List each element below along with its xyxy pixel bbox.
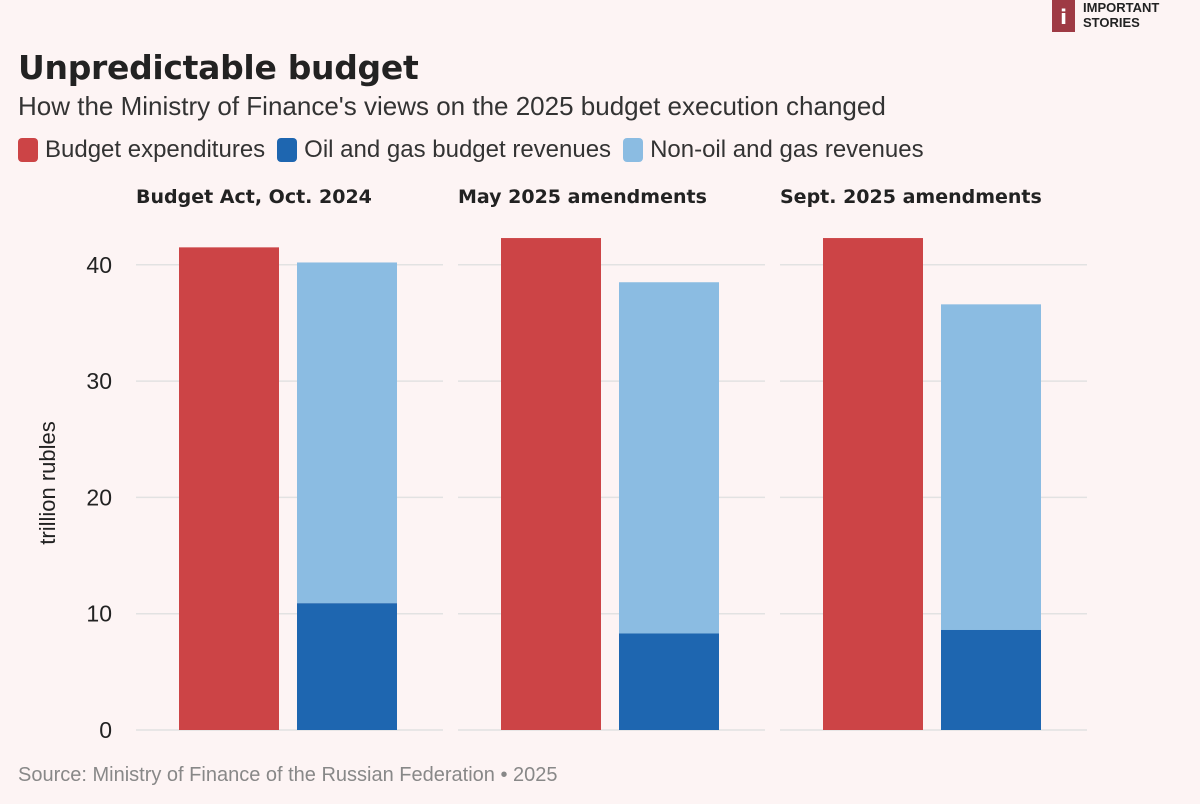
y-tick-label: 20 — [86, 484, 112, 510]
bar-non-oil-gas — [941, 304, 1041, 630]
legend-swatch-oil-gas — [277, 138, 298, 162]
panel-title: Sept. 2025 amendments — [780, 186, 1042, 208]
y-tick-label: 30 — [86, 368, 112, 394]
panel-title: Budget Act, Oct. 2024 — [136, 186, 372, 208]
panel: Budget Act, Oct. 2024 — [136, 186, 397, 731]
bar-non-oil-gas — [619, 282, 719, 634]
bar-oil-gas — [941, 629, 1041, 730]
legend-swatch-expenditures — [18, 138, 38, 162]
y-axis-ticks: 0 10 20 30 40 — [86, 252, 112, 743]
legend-item-oil-gas: Oil and gas budget revenues — [277, 136, 611, 164]
bar-expenditures — [823, 238, 923, 730]
legend-label: Oil and gas budget revenues — [304, 136, 612, 163]
legend-label: Budget expenditures — [45, 136, 266, 163]
bar-expenditures — [501, 238, 601, 730]
panel: May 2025 amendments — [458, 186, 719, 730]
panels: Budget Act, Oct. 2024 May 2025 amendments… — [136, 186, 1042, 731]
legend-item-expenditures: Budget expenditures — [18, 136, 265, 164]
legend-swatch-non-oil-gas — [623, 138, 644, 162]
y-axis-label: trillion rubles — [35, 421, 60, 545]
bar-oil-gas — [619, 633, 719, 730]
chart-subtitle: How the Ministry of Finance's views on t… — [18, 91, 886, 121]
bar-oil-gas — [297, 603, 397, 730]
logo-text: IMPORTANT STORIES — [1083, 0, 1159, 30]
y-tick-label: 10 — [86, 601, 112, 627]
logo-icon: i — [1052, 0, 1075, 32]
y-tick-label: 0 — [99, 717, 112, 743]
panel: Sept. 2025 amendments — [780, 186, 1042, 730]
panel-title: May 2025 amendments — [458, 186, 707, 208]
bar-expenditures — [179, 247, 279, 731]
bar-non-oil-gas — [297, 262, 397, 604]
chart-title: Unpredictable budget — [18, 48, 419, 87]
y-tick-label: 40 — [86, 252, 112, 278]
legend: Budget expenditures Oil and gas budget r… — [18, 136, 936, 164]
legend-label: Non-oil and gas revenues — [650, 136, 924, 163]
brand-logo: i IMPORTANT STORIES — [1052, 0, 1159, 32]
legend-item-non-oil-gas: Non-oil and gas revenues — [623, 136, 924, 164]
logo-line-1: IMPORTANT — [1083, 0, 1160, 15]
logo-line-2: STORIES — [1083, 15, 1140, 30]
source-note: Source: Ministry of Finance of the Russi… — [18, 764, 558, 786]
